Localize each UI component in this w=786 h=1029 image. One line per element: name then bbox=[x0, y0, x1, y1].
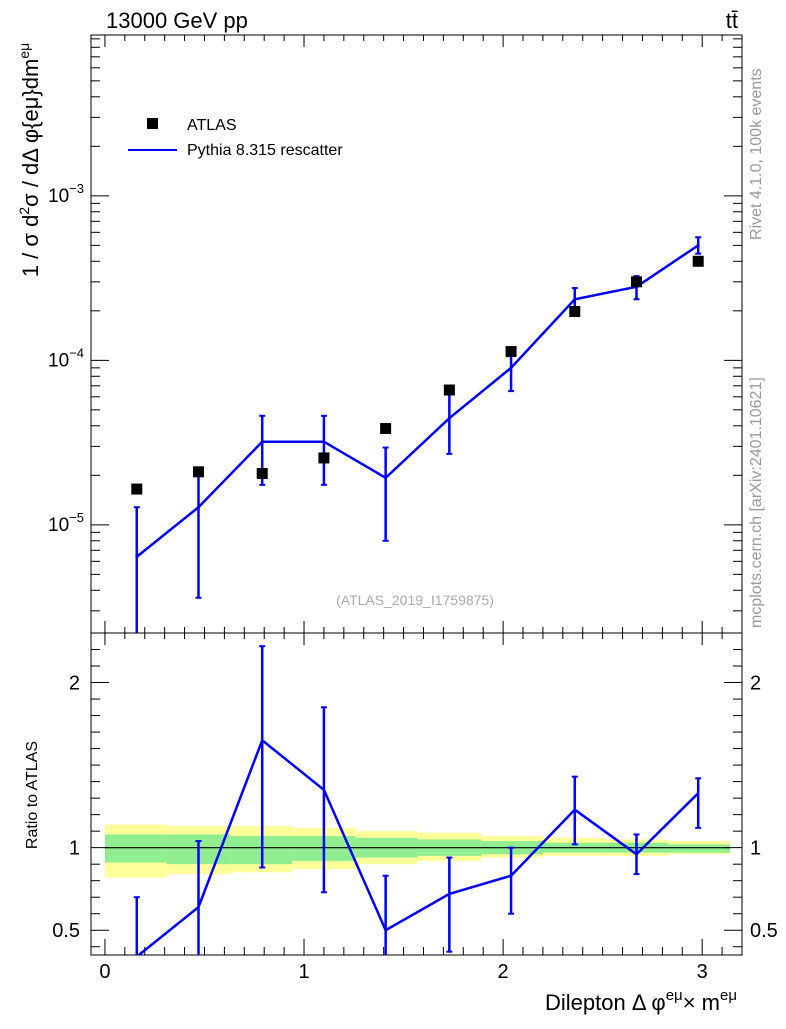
ratio-panel: 0.5 0.5 1 1 2 2 0 1 2 3 bbox=[52, 632, 778, 983]
atlas-data-point bbox=[443, 384, 455, 396]
atlas-data-point bbox=[131, 483, 143, 495]
legend: ATLAS Pythia 8.315 rescatter bbox=[128, 117, 343, 159]
x-tick-label: 3 bbox=[697, 961, 708, 983]
legend-data-label: ATLAS bbox=[187, 117, 237, 134]
main-panel: 10−3 10−4 10−5 bbox=[48, 34, 743, 634]
x-tick-label: 2 bbox=[498, 961, 509, 983]
atlas-data-point bbox=[630, 276, 642, 288]
mc-point bbox=[260, 440, 264, 444]
energy-label: 13000 GeV pp bbox=[106, 8, 248, 33]
mc-point bbox=[197, 505, 201, 509]
atlas-data-point bbox=[380, 423, 392, 435]
ratio-y-tick-label-right: 2 bbox=[750, 673, 761, 695]
x-tick-label: 1 bbox=[298, 961, 309, 983]
rivet-version-note: Rivet 4.1.0, 100k events bbox=[748, 68, 765, 240]
atlas-data-point bbox=[569, 306, 581, 318]
y-tick-label: 10−4 bbox=[48, 345, 84, 371]
uncertainty-band-inner bbox=[104, 834, 167, 863]
x-tick-label: 0 bbox=[99, 961, 110, 983]
y-axis-label: 1 / σ d2σ / dΔ φ{eμ}dmeμ bbox=[16, 43, 43, 277]
mc-point bbox=[135, 555, 139, 559]
mcplots-note: mcplots.cern.ch [arXiv:2401.10621] bbox=[748, 377, 765, 628]
atlas-data-point bbox=[505, 346, 517, 358]
mc-point bbox=[509, 366, 513, 370]
x-axis-label: Dilepton Δ φeμ× meμ bbox=[545, 987, 737, 1015]
mc-point bbox=[573, 297, 577, 301]
mc-point bbox=[384, 476, 388, 480]
atlas-data-point bbox=[193, 466, 205, 478]
ratio-y-tick-label: 1 bbox=[69, 838, 80, 860]
ratio-y-tick-label-right: 0.5 bbox=[750, 920, 778, 942]
ratio-y-tick-label-right: 1 bbox=[750, 838, 761, 860]
ratio-series-line bbox=[138, 738, 700, 956]
legend-data-marker bbox=[147, 118, 158, 129]
y-tick-label: 10−3 bbox=[48, 181, 84, 207]
mc-point bbox=[447, 416, 451, 420]
legend-mc-label: Pythia 8.315 rescatter bbox=[187, 142, 343, 159]
mc-point bbox=[322, 440, 326, 444]
process-label: tt̄ bbox=[726, 8, 738, 33]
ratio-y-tick-label: 0.5 bbox=[52, 920, 80, 942]
atlas-data-point bbox=[318, 452, 330, 464]
ref-id-note: (ATLAS_2019_I1759875) bbox=[336, 592, 494, 608]
mc-point bbox=[696, 243, 700, 247]
ratio-plot-frame bbox=[90, 632, 743, 956]
atlas-data-point bbox=[692, 255, 704, 267]
atlas-data-point bbox=[256, 468, 268, 480]
mc-series-line bbox=[136, 244, 699, 558]
uncertainty-band-inner bbox=[668, 844, 731, 853]
y-tick-label: 10−5 bbox=[48, 510, 84, 536]
ratio-y-tick-label: 2 bbox=[69, 673, 80, 695]
ratio-y-axis-label: Ratio to ATLAS bbox=[24, 741, 41, 849]
